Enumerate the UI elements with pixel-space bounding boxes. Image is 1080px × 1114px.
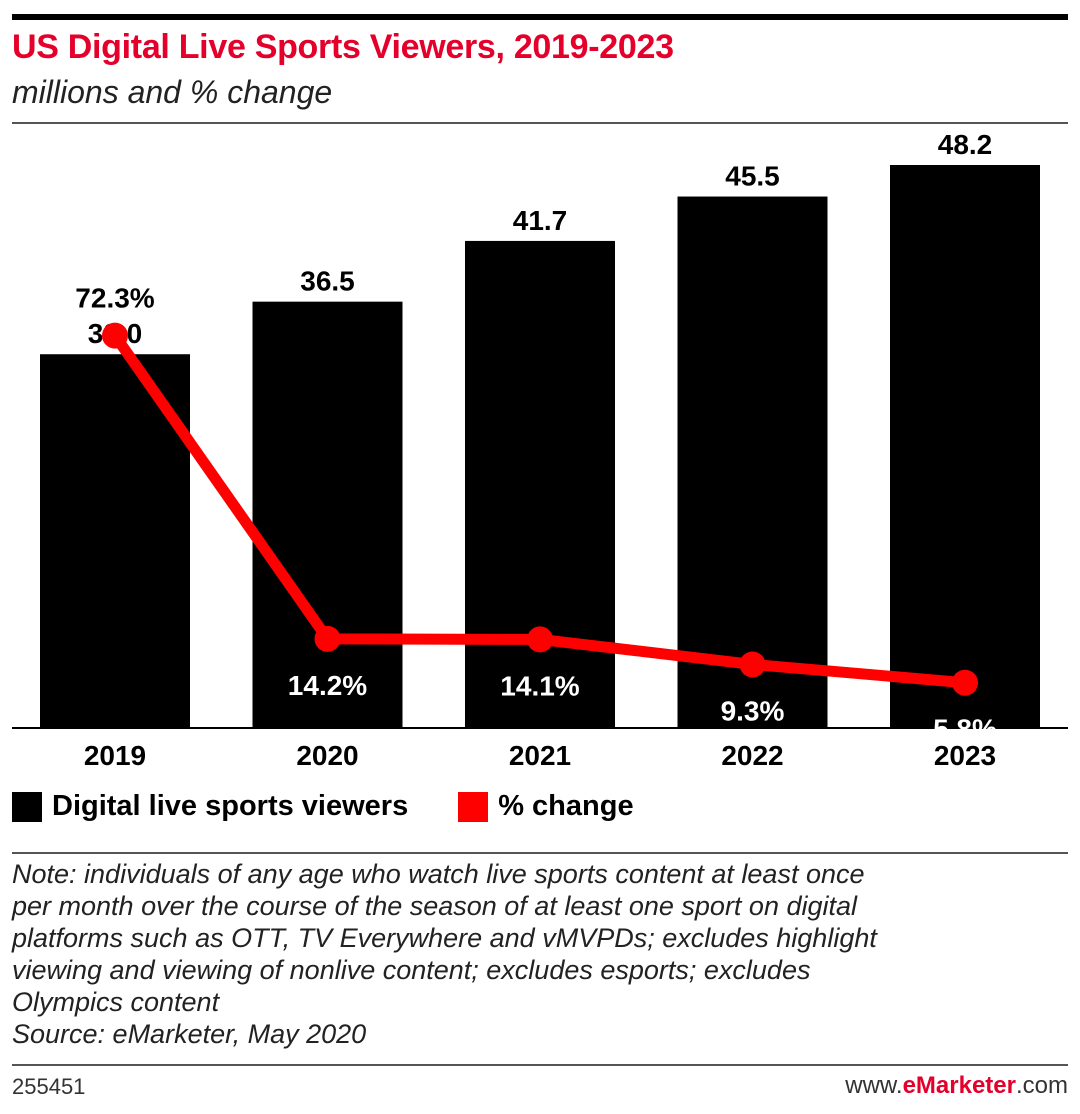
legend-swatch-change [458, 791, 489, 822]
site-prefix: www. [845, 1072, 903, 1099]
bar [252, 301, 403, 728]
bar [890, 165, 1040, 728]
change-point [102, 322, 128, 349]
bar-value-label: 41.7 [513, 205, 568, 236]
site-suffix: .com [1015, 1072, 1068, 1099]
bar [465, 240, 615, 729]
change-point [952, 669, 978, 696]
site-credit: www.eMarketer.com [845, 1072, 1068, 1100]
chart-subtitle: millions and % change [12, 74, 333, 110]
change-value-label: 72.3% [75, 283, 154, 314]
bar-line-chart: 32.0201936.5202041.7202145.5202248.22023… [12, 130, 1068, 771]
legend-item-change: % change [458, 790, 634, 823]
note-line: viewing and viewing of nonlive content; … [12, 955, 811, 985]
footer-divider [12, 1064, 1068, 1066]
bar-value-label: 48.2 [938, 130, 993, 160]
bar-value-label: 36.5 [300, 266, 355, 297]
legend-label-viewers: Digital live sports viewers [52, 790, 409, 822]
note-line: platforms such as OTT, TV Everywhere and… [12, 923, 877, 953]
change-value-label: 14.2% [288, 670, 367, 701]
legend-item-viewers: Digital live sports viewers [12, 790, 408, 823]
x-tick-label: 2019 [84, 740, 146, 771]
bar-value-label: 45.5 [725, 161, 780, 192]
note-line: Note: individuals of any age who watch l… [12, 859, 865, 889]
header-divider [12, 122, 1068, 124]
note-line: Olympics content [12, 987, 220, 1017]
change-value-label: 9.3% [721, 695, 785, 726]
chart-legend: Digital live sports viewers % change [12, 790, 684, 823]
chart-title: US Digital Live Sports Viewers, 2019-202… [12, 28, 674, 66]
x-tick-label: 2022 [721, 740, 783, 771]
note-divider [12, 852, 1068, 854]
chart-note: Note: individuals of any age who watch l… [12, 858, 1068, 1050]
legend-swatch-viewers [12, 791, 42, 822]
note-source: Source: eMarketer, May 2020 [12, 1019, 367, 1049]
change-point [739, 651, 766, 678]
change-value-label: 14.1% [500, 670, 579, 701]
note-line: per month over the course of the season … [12, 891, 858, 921]
chart-id: 255451 [12, 1074, 86, 1099]
legend-label-change: % change [498, 790, 634, 822]
top-rule [12, 14, 1068, 20]
change-point [527, 626, 553, 653]
site-brand: eMarketer [902, 1072, 1016, 1099]
x-tick-label: 2021 [509, 740, 571, 771]
x-tick-label: 2020 [296, 740, 358, 771]
change-point [314, 625, 341, 652]
x-tick-label: 2023 [934, 740, 996, 771]
change-value-label: 5.8% [933, 714, 997, 745]
bar [677, 196, 828, 728]
